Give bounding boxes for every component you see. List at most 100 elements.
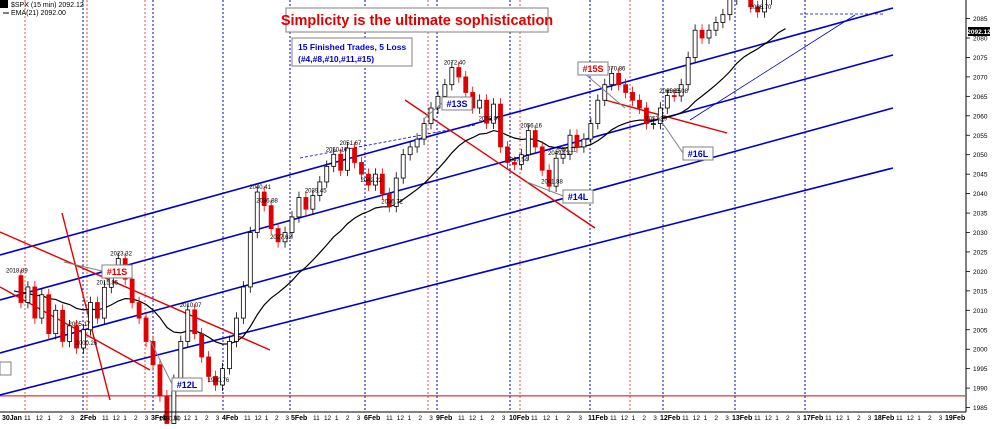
symbol-line: $SPX (15 min) 2092.12 bbox=[11, 2, 84, 9]
x-hour-label: 12 bbox=[765, 415, 773, 422]
x-hour-label: 3 bbox=[357, 415, 361, 422]
x-hour-label: 1 bbox=[335, 415, 339, 422]
svg-text:#12L: #12L bbox=[177, 380, 198, 390]
candle bbox=[39, 288, 45, 324]
candle bbox=[359, 156, 364, 180]
candle bbox=[60, 304, 66, 348]
candle bbox=[567, 129, 573, 161]
candle bbox=[498, 98, 503, 153]
x-day-label: 4Feb bbox=[222, 415, 238, 422]
candle bbox=[762, 0, 767, 18]
candle bbox=[623, 78, 628, 99]
x-hour-label: 12 bbox=[113, 415, 121, 422]
candle bbox=[651, 117, 656, 130]
x-day-label: 6Feb bbox=[364, 415, 380, 422]
candle bbox=[574, 129, 580, 153]
candle bbox=[512, 156, 517, 171]
x-hour-label: 11 bbox=[173, 415, 180, 422]
candle bbox=[95, 296, 100, 324]
x-hour-label: 3 bbox=[653, 415, 657, 422]
candle bbox=[539, 141, 545, 177]
x-hour-label: 12 bbox=[184, 415, 192, 422]
x-hour-label: 12 bbox=[693, 415, 701, 422]
x-hour-label: 3 bbox=[145, 415, 149, 422]
x-day-label: 5Feb bbox=[291, 415, 307, 422]
svg-text:#14L: #14L bbox=[568, 192, 589, 202]
x-hour-label: 3 bbox=[797, 415, 801, 422]
price-annotation: 1990.76 bbox=[208, 378, 230, 384]
y-tick-label: 2030 bbox=[973, 230, 988, 237]
candle bbox=[18, 269, 24, 309]
candle bbox=[386, 187, 392, 213]
candle bbox=[525, 124, 531, 161]
candle bbox=[268, 199, 274, 235]
y-tick-label: 2010 bbox=[973, 308, 988, 315]
x-hour-label: 3 bbox=[285, 415, 289, 422]
title-banner: Simplicity is the ultimate sophisticatio… bbox=[281, 7, 553, 33]
candle bbox=[449, 61, 455, 91]
y-tick-label: 2065 bbox=[973, 94, 988, 101]
channel-line bbox=[0, 107, 894, 354]
ema-line bbox=[13, 28, 786, 345]
y-tick-label: 2005 bbox=[973, 327, 988, 334]
price-annotation: 2023.32 bbox=[110, 251, 132, 257]
x-hour-label: 1 bbox=[917, 415, 921, 422]
price-annotation: 2040.41 bbox=[249, 185, 271, 191]
y-tick-label: 2000 bbox=[973, 347, 988, 354]
trade-label: #15S bbox=[577, 61, 626, 109]
svg-text:#11S: #11S bbox=[107, 267, 128, 277]
candle bbox=[240, 281, 246, 324]
trade-label: #13S bbox=[424, 96, 473, 119]
x-hour-label: 11 bbox=[896, 415, 903, 422]
x-hour-label: 12 bbox=[907, 415, 915, 422]
candle bbox=[254, 186, 260, 239]
candle bbox=[588, 117, 594, 145]
x-hour-label: 2 bbox=[205, 415, 209, 422]
candle bbox=[185, 304, 191, 348]
x-hour-label: 1 bbox=[265, 415, 269, 422]
candle bbox=[484, 94, 490, 130]
price-annotation: 2058.07 bbox=[479, 116, 501, 122]
candle bbox=[532, 124, 538, 153]
trade-label: #11S bbox=[63, 261, 133, 279]
candle bbox=[685, 51, 691, 91]
x-hour-label: 11 bbox=[386, 415, 393, 422]
price-annotation: 2018.89 bbox=[6, 269, 28, 275]
price-annotation: 2072.40 bbox=[444, 61, 466, 67]
y-tick-label: 1995 bbox=[973, 366, 988, 373]
channel-line bbox=[0, 167, 894, 396]
candle bbox=[150, 335, 156, 371]
price-annotation: 2057.99 bbox=[645, 117, 667, 123]
candle bbox=[463, 71, 469, 99]
y-tick-label: 2015 bbox=[973, 288, 988, 295]
price-annotation: 2065.08 bbox=[666, 89, 688, 95]
x-hour-label: 3 bbox=[502, 415, 506, 422]
x-day-label: 12Feb bbox=[660, 415, 680, 422]
title-text: Simplicity is the ultimate sophisticatio… bbox=[281, 13, 553, 29]
candle bbox=[609, 67, 615, 91]
candle bbox=[379, 168, 385, 200]
price-annotation: 2065.15 bbox=[659, 89, 681, 95]
x-hour-label: 1 bbox=[846, 415, 850, 422]
x-hour-label: 1 bbox=[480, 415, 484, 422]
price-annotation: 2042.22 bbox=[360, 178, 382, 184]
x-hour-label: 11 bbox=[825, 415, 832, 422]
y-tick-label: 2085 bbox=[973, 16, 988, 23]
x-day-label: 30Jan bbox=[2, 415, 22, 422]
scroll-handle[interactable] bbox=[0, 361, 12, 376]
x-hour-label: 1 bbox=[555, 415, 559, 422]
x-day-label: 19Feb bbox=[945, 415, 965, 422]
candle bbox=[595, 94, 601, 130]
y-tick-label: 2035 bbox=[973, 211, 988, 218]
x-hour-label: 12 bbox=[36, 415, 44, 422]
y-tick-label: 2040 bbox=[973, 191, 988, 198]
candle bbox=[199, 327, 205, 363]
x-hour-label: 3 bbox=[578, 415, 582, 422]
candle bbox=[407, 141, 413, 161]
x-hour-label: 12 bbox=[469, 415, 477, 422]
x-hour-label: 1 bbox=[194, 415, 198, 422]
candle bbox=[553, 152, 559, 193]
svg-text:#15S: #15S bbox=[582, 64, 603, 74]
x-day-label: 18Feb bbox=[874, 415, 894, 422]
